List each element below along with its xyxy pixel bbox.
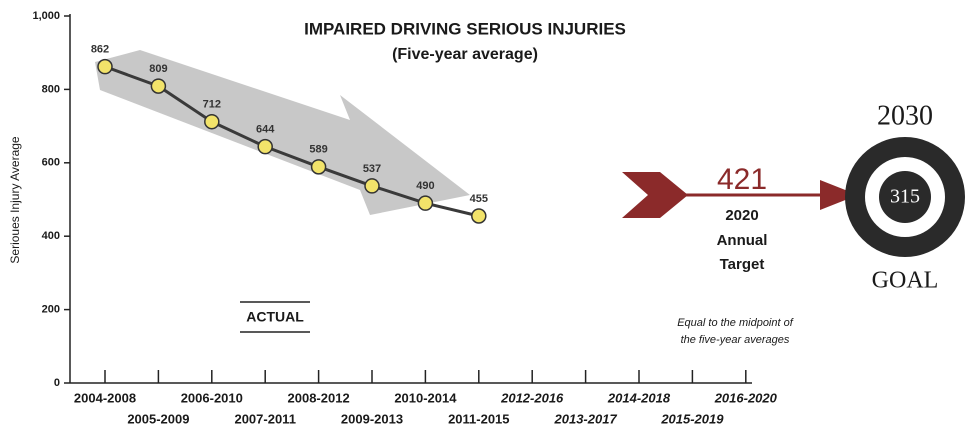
data-point xyxy=(417,195,434,211)
data-label: 712 xyxy=(203,99,221,111)
data-point xyxy=(310,159,327,175)
data-label: 455 xyxy=(470,193,488,205)
data-label: 537 xyxy=(363,163,381,175)
data-point xyxy=(150,78,167,94)
data-point xyxy=(257,138,273,155)
goal-year: 2030 xyxy=(877,100,933,131)
y-tick-label: 200 xyxy=(42,304,60,316)
y-tick-label: 800 xyxy=(42,83,60,95)
x-tick-label: 2012-2016 xyxy=(500,390,564,405)
x-tick-label: 2013-2017 xyxy=(554,411,618,426)
y-axis-title: Serioues Injury Average xyxy=(8,136,22,264)
y-tick-label: 600 xyxy=(42,157,60,169)
x-tick-label: 2007-2011 xyxy=(234,411,295,426)
series-line xyxy=(104,65,480,218)
x-tick-label: 2008-2012 xyxy=(288,390,350,405)
goal-value: 315 xyxy=(890,186,920,208)
data-label: 644 xyxy=(256,124,275,136)
arrow-fletching xyxy=(622,172,688,218)
note: the five-year averages xyxy=(681,334,790,346)
goal-target-center xyxy=(879,171,931,223)
x-tick-label: 2005-2009 xyxy=(127,411,189,426)
y-tick-label: 400 xyxy=(42,230,60,242)
x-tick-label: 2015-2019 xyxy=(660,411,724,426)
y-tick-label: 0 xyxy=(54,377,60,389)
data-label: 809 xyxy=(149,63,167,75)
x-tick-label: 2011-2015 xyxy=(448,411,509,426)
data-label: 589 xyxy=(309,144,327,156)
series-label: ACTUAL xyxy=(246,309,304,325)
x-tick-label: 2016-2020 xyxy=(714,390,778,405)
data-point xyxy=(471,208,487,224)
chart-subtitle: (Five-year average) xyxy=(392,46,538,63)
y-tick-label: 1,000 xyxy=(32,10,60,22)
x-tick-label: 2006-2010 xyxy=(181,390,243,405)
data-point xyxy=(97,58,113,75)
data-label: 862 xyxy=(91,44,109,56)
data-label: 490 xyxy=(416,180,434,192)
arrow-head xyxy=(820,180,858,210)
x-tick-label: 2004-2008 xyxy=(74,390,136,405)
data-point xyxy=(364,178,380,194)
x-tick-label: 2009-2013 xyxy=(341,411,403,426)
target-year: 2020 xyxy=(725,207,758,224)
target-text: Target xyxy=(720,256,765,273)
goal-label: GOAL xyxy=(872,268,939,294)
x-tick-label: 2014-2018 xyxy=(607,390,671,405)
x-tick-label: 2010-2014 xyxy=(394,390,457,405)
chart-title: IMPAIRED DRIVING SERIOUS INJURIES xyxy=(304,19,626,38)
target-value: 421 xyxy=(717,163,767,196)
note: Equal to the midpoint of xyxy=(677,317,794,329)
target-text: Annual xyxy=(717,232,768,249)
trend-arrow xyxy=(95,50,470,215)
data-point xyxy=(204,113,220,130)
